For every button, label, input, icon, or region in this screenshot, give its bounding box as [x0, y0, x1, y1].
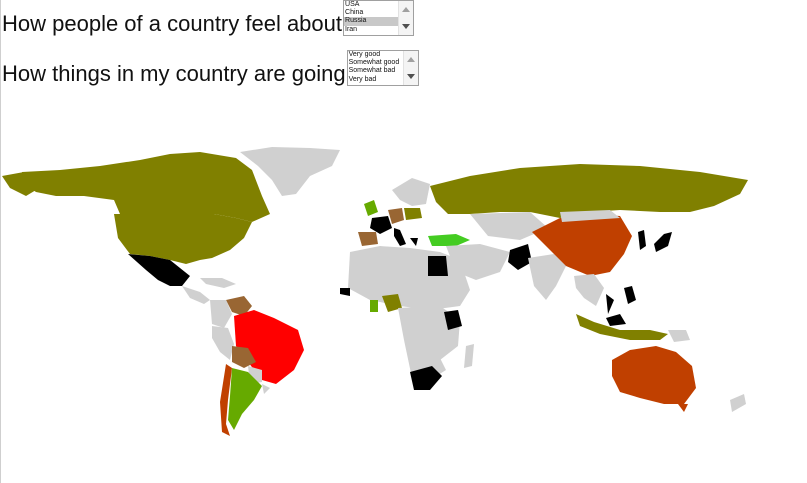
region-philippines[interactable]	[624, 286, 636, 304]
region-venezuela[interactable]	[226, 296, 252, 316]
listbox-scrollbar[interactable]	[402, 51, 418, 85]
region-japan[interactable]	[654, 232, 672, 252]
region-greenland[interactable]	[240, 147, 340, 196]
rating-option[interactable]: Somewhat bad	[348, 67, 396, 75]
page-left-border	[0, 0, 1, 483]
region-southeast-asia[interactable]	[574, 274, 604, 306]
region-mongolia[interactable]	[560, 210, 620, 222]
region-china[interactable]	[532, 214, 632, 276]
region-uk[interactable]	[364, 200, 378, 216]
question-1-label: How people of a country feel about	[2, 11, 343, 36]
region-malaysia[interactable]	[606, 314, 626, 326]
scroll-down-arrow-icon[interactable]	[402, 24, 411, 29]
region-senegal[interactable]	[340, 288, 350, 296]
region-egypt[interactable]	[428, 256, 448, 276]
region-brazil[interactable]	[234, 310, 304, 384]
region-russia[interactable]	[430, 164, 748, 218]
region-central-america[interactable]	[182, 286, 210, 304]
region-uruguay[interactable]	[262, 384, 270, 394]
region-kenya[interactable]	[444, 310, 462, 330]
question-2-label: How things in my country are going	[2, 61, 346, 86]
region-alaska[interactable]	[2, 172, 36, 196]
region-spain[interactable]	[358, 232, 378, 246]
question-1-row: How people of a country feel about USA C…	[2, 0, 415, 37]
region-pakistan[interactable]	[508, 244, 532, 270]
region-canada[interactable]	[22, 152, 270, 222]
region-scandinavia[interactable]	[392, 178, 430, 206]
rating-option[interactable]: Very good	[348, 51, 381, 58]
region-poland[interactable]	[404, 208, 422, 220]
region-greece[interactable]	[410, 238, 418, 246]
country-listbox[interactable]: USA China Russia Iran	[343, 0, 415, 36]
region-india[interactable]	[528, 254, 566, 300]
scroll-up-arrow-icon[interactable]	[402, 7, 411, 12]
rating-option[interactable]: Somewhat good	[348, 59, 400, 67]
question-2-row: How things in my country are going Very …	[2, 50, 419, 87]
region-germany[interactable]	[388, 208, 404, 224]
region-tasmania[interactable]	[678, 404, 688, 412]
country-option-selected[interactable]: Russia	[344, 17, 399, 26]
country-option[interactable]: Iran	[345, 25, 358, 33]
listbox-scrollbar[interactable]	[398, 1, 414, 35]
region-nigeria[interactable]	[382, 294, 402, 312]
rating-option[interactable]: Very bad	[348, 75, 377, 83]
region-central-asia[interactable]	[470, 212, 548, 240]
region-colombia[interactable]	[210, 300, 232, 328]
region-argentina[interactable]	[228, 368, 262, 430]
region-papua[interactable]	[668, 330, 690, 342]
rating-options: Very good Somewhat good Somewhat bad Ver…	[348, 51, 403, 85]
country-option[interactable]: China	[345, 9, 364, 17]
scroll-down-arrow-icon[interactable]	[406, 74, 415, 79]
region-vietnam[interactable]	[606, 294, 614, 314]
world-choropleth-map	[2, 147, 748, 436]
region-south-africa[interactable]	[410, 366, 442, 390]
region-australia[interactable]	[612, 346, 696, 404]
region-italy[interactable]	[394, 228, 406, 246]
region-caribbean[interactable]	[200, 278, 236, 288]
region-madagascar[interactable]	[464, 344, 474, 368]
region-ghana[interactable]	[370, 300, 378, 312]
region-new-zealand[interactable]	[730, 394, 746, 412]
scroll-up-arrow-icon[interactable]	[406, 57, 415, 62]
region-chile[interactable]	[220, 364, 232, 436]
region-usa[interactable]	[114, 214, 252, 264]
country-option[interactable]: USA	[345, 1, 360, 8]
region-mexico[interactable]	[128, 254, 190, 286]
region-france[interactable]	[370, 216, 392, 234]
region-peru[interactable]	[212, 326, 234, 360]
region-bolivia[interactable]	[232, 346, 256, 368]
region-indonesia[interactable]	[576, 314, 668, 340]
rating-listbox[interactable]: Very good Somewhat good Somewhat bad Ver…	[346, 50, 419, 86]
country-options: USA China Russia Iran	[344, 1, 399, 35]
region-turkey[interactable]	[428, 234, 470, 246]
region-korea[interactable]	[638, 230, 646, 250]
